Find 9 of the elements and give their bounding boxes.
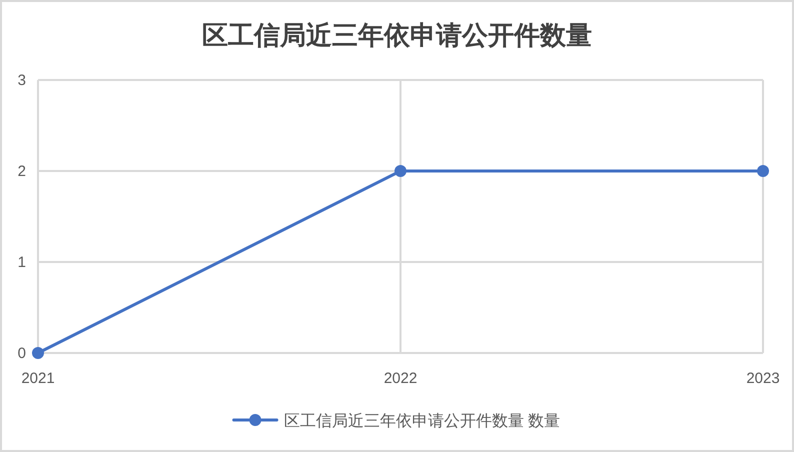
y-tick-label: 2 (18, 163, 26, 180)
x-tick-label: 2022 (384, 370, 418, 387)
x-tick-label: 2023 (746, 370, 780, 387)
y-tick-label: 0 (18, 345, 26, 362)
y-tick-label: 3 (18, 72, 26, 89)
legend-label: 区工信局近三年依申请公开件数量 数量 (284, 413, 560, 430)
title: 区工信局近三年依申请公开件数量 (202, 21, 592, 50)
x-tick-label: 2021 (21, 370, 55, 387)
y-tick-label: 1 (18, 254, 26, 271)
